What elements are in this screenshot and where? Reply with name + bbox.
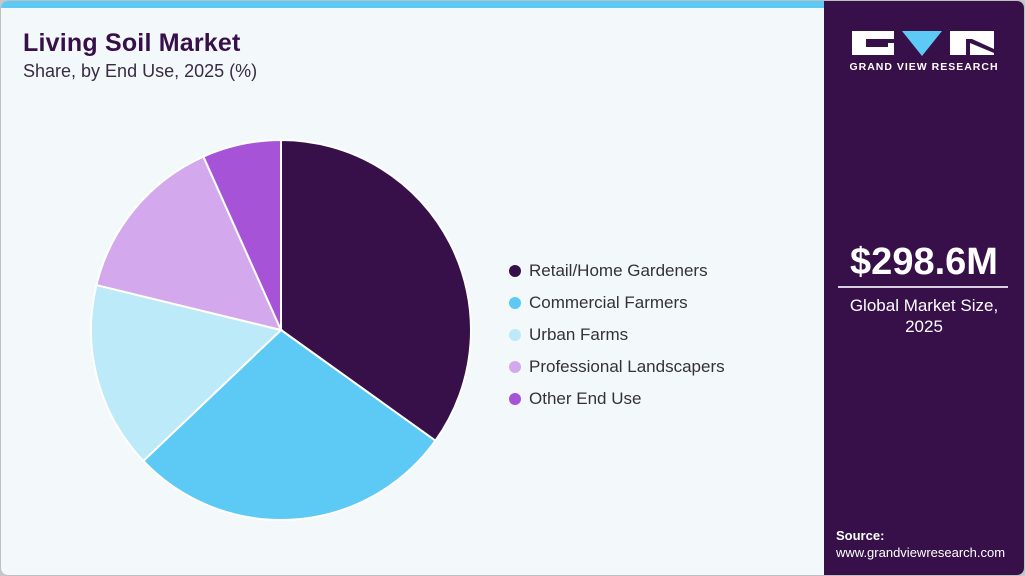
sidebar: GRAND VIEW RESEARCH $298.6M Global Marke… [824, 1, 1024, 575]
legend: Retail/Home Gardeners Commercial Farmers… [509, 255, 725, 415]
source-label: Source: [836, 528, 885, 543]
pie-slice [95, 155, 283, 332]
legend-item: Urban Farms [509, 319, 725, 351]
brand-name: GRAND VIEW RESEARCH [849, 61, 999, 73]
legend-label: Urban Farms [529, 325, 629, 344]
gvr-logo-icon [852, 31, 994, 56]
divider [838, 286, 1008, 288]
market-size-label-line2: 2025 [905, 317, 943, 336]
legend-dot-icon [509, 297, 521, 309]
pie-chart [90, 138, 472, 521]
legend-label: Retail/Home Gardeners [529, 261, 708, 280]
source: Source: www.grandviewresearch.com [836, 527, 1005, 561]
legend-label: Commercial Farmers [529, 293, 688, 312]
legend-item: Commercial Farmers [509, 287, 725, 319]
accent-bar [1, 1, 824, 8]
pie-slice [280, 138, 472, 443]
pie-slice [202, 138, 282, 331]
legend-item: Professional Landscapers [509, 351, 725, 383]
legend-dot-icon [509, 265, 521, 277]
legend-dot-icon [509, 329, 521, 341]
chart-title: Living Soil Market [23, 29, 241, 57]
market-size-label: Global Market Size, 2025 [824, 295, 1024, 337]
legend-item: Retail/Home Gardeners [509, 255, 725, 287]
chart-subtitle: Share, by End Use, 2025 (%) [23, 61, 258, 81]
pie-slice [90, 283, 284, 463]
market-size-value: $298.6M [850, 241, 998, 283]
legend-label: Other End Use [529, 389, 642, 408]
legend-dot-icon [509, 361, 521, 373]
source-url[interactable]: www.grandviewresearch.com [836, 545, 1006, 560]
pie-slice [141, 328, 437, 521]
market-size-label-line1: Global Market Size, [849, 296, 999, 315]
legend-label: Professional Landscapers [529, 357, 725, 376]
legend-item: Other End Use [509, 383, 725, 415]
legend-dot-icon [509, 393, 521, 405]
